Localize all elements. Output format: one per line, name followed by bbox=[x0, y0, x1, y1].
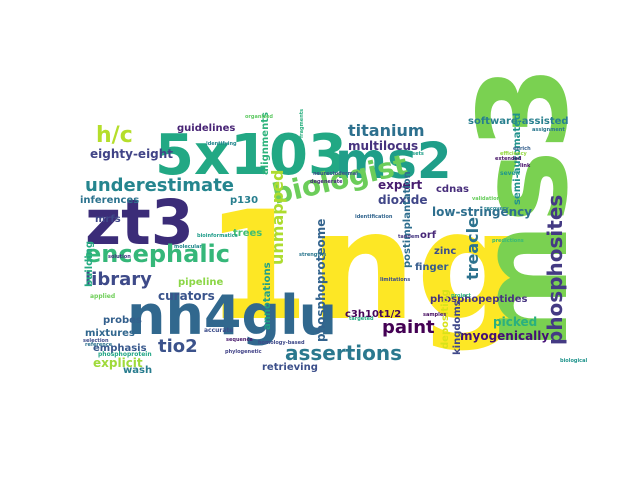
word-underestimate: underestimate bbox=[85, 175, 234, 196]
word-phosphoproteome: phosphoproteome bbox=[314, 219, 328, 342]
word-seven: seven bbox=[500, 170, 520, 177]
word-picked: picked bbox=[493, 315, 537, 329]
word-degenerate: degenerate bbox=[310, 179, 343, 185]
word-ms3: ms3 bbox=[453, 65, 595, 350]
word-p130: p130 bbox=[230, 195, 258, 206]
word-probes: probes bbox=[103, 315, 142, 326]
word-orf: orf bbox=[420, 230, 437, 241]
word-bioinformatics: bioinformatics bbox=[197, 233, 238, 239]
word-alignments: alignments bbox=[260, 112, 271, 175]
word-expert: expert bbox=[378, 178, 423, 192]
word-identification: identification bbox=[355, 214, 393, 220]
word-kingdoms: kingdoms bbox=[452, 300, 463, 355]
word-finger: finger bbox=[415, 262, 448, 273]
word-emphasis: emphasis bbox=[93, 343, 147, 354]
word-project: project bbox=[451, 293, 472, 299]
word-treacle: treacle bbox=[463, 217, 482, 280]
word-eighty-eight: eighty-eight bbox=[90, 147, 173, 161]
word-homology-based: homology-based bbox=[258, 340, 305, 346]
word-tandem: tandem bbox=[398, 234, 420, 240]
word-building: building bbox=[84, 241, 95, 287]
word-link: link bbox=[520, 163, 531, 169]
word-unmapped: unmapped bbox=[268, 170, 287, 265]
word-validation: validation bbox=[472, 196, 501, 202]
word-retrieving: retrieving bbox=[262, 362, 318, 373]
word-limitations: limitations bbox=[380, 277, 410, 283]
word-h-c: h/c bbox=[96, 123, 133, 148]
word-assignment: assignment bbox=[532, 127, 565, 133]
word-multilocus: multilocus bbox=[348, 139, 418, 153]
word-strengths: strengths bbox=[299, 252, 326, 258]
word-accurate: accurate bbox=[204, 327, 233, 334]
word-phosphopeptides: phosphopeptides bbox=[430, 294, 527, 305]
word-paint: paint bbox=[382, 317, 435, 338]
word-assertions: assertions bbox=[285, 341, 402, 365]
word-subsets: subsets bbox=[402, 151, 424, 157]
word-sequence: sequence bbox=[226, 337, 253, 343]
word-inferences: inferences bbox=[80, 195, 139, 206]
word-mixtures: mixtures bbox=[85, 328, 135, 339]
word-nh4glu: nh4glu bbox=[127, 284, 337, 347]
word-depositing: depositing bbox=[440, 289, 451, 349]
word-5x103: 5x103 bbox=[155, 123, 347, 188]
word-guidelines: guidelines bbox=[177, 123, 235, 134]
word-pipeline: pipeline bbox=[178, 277, 224, 288]
word-organized: organized bbox=[245, 114, 273, 120]
word-fragments: fragments bbox=[299, 109, 305, 138]
word-targeted: targeted bbox=[349, 316, 374, 322]
word-identifying: identifying bbox=[206, 141, 237, 147]
word-annotations: annotations bbox=[262, 262, 273, 330]
word-recovery: recovery bbox=[484, 206, 509, 212]
word-ms2: ms2 bbox=[335, 132, 452, 190]
word-solution: solution bbox=[108, 254, 131, 260]
word-zinc: zinc bbox=[434, 246, 456, 257]
word-molecular: molecular bbox=[174, 244, 202, 250]
word-reference: reference bbox=[85, 342, 113, 348]
word-cdnas: cdnas bbox=[436, 184, 469, 195]
word-applied: applied bbox=[90, 293, 115, 300]
word-extended: extended bbox=[495, 156, 522, 162]
word-low-stringency: low-stringency bbox=[432, 205, 532, 219]
word-dioxide: dioxide bbox=[378, 193, 428, 207]
word-phylogenetic: phylogenetic bbox=[225, 349, 262, 355]
word-encephalic: encephalic bbox=[85, 240, 230, 268]
word-myogenically: myogenically bbox=[460, 329, 549, 343]
word-enrich: enrich bbox=[513, 146, 531, 152]
word-mrfs: mrfs bbox=[95, 214, 121, 225]
word-neurectodermal: neurectodermal bbox=[313, 171, 358, 177]
word-1ng: 1ng bbox=[205, 180, 524, 354]
word-semi-automated: semi-automated bbox=[512, 113, 523, 205]
word-explicit: explicit bbox=[93, 356, 143, 370]
word-postimplantation: postimplantation bbox=[402, 171, 413, 268]
word-biological: biological bbox=[560, 358, 588, 364]
word-selection: selection bbox=[83, 338, 109, 344]
word-samples: samples bbox=[423, 312, 446, 318]
word-software-assisted: software-assisted bbox=[468, 116, 569, 127]
word-efficiency: efficiency bbox=[500, 151, 528, 157]
word-tio2: tio2 bbox=[158, 336, 198, 357]
word-zt3: zt3 bbox=[85, 186, 194, 259]
word-trees: trees bbox=[233, 228, 262, 239]
word-c3h10t1-2: c3h10t1/2 bbox=[345, 309, 401, 320]
word-phosphoprotein: phosphoprotein bbox=[98, 351, 152, 358]
word-predictions: predictions bbox=[492, 238, 524, 244]
word-wash: wash bbox=[123, 365, 152, 376]
word-curators: curators bbox=[158, 289, 215, 303]
word-library: library bbox=[85, 269, 152, 290]
word-titanium: titanium bbox=[348, 121, 425, 140]
word-phosphosites: phosphosites bbox=[543, 195, 567, 345]
